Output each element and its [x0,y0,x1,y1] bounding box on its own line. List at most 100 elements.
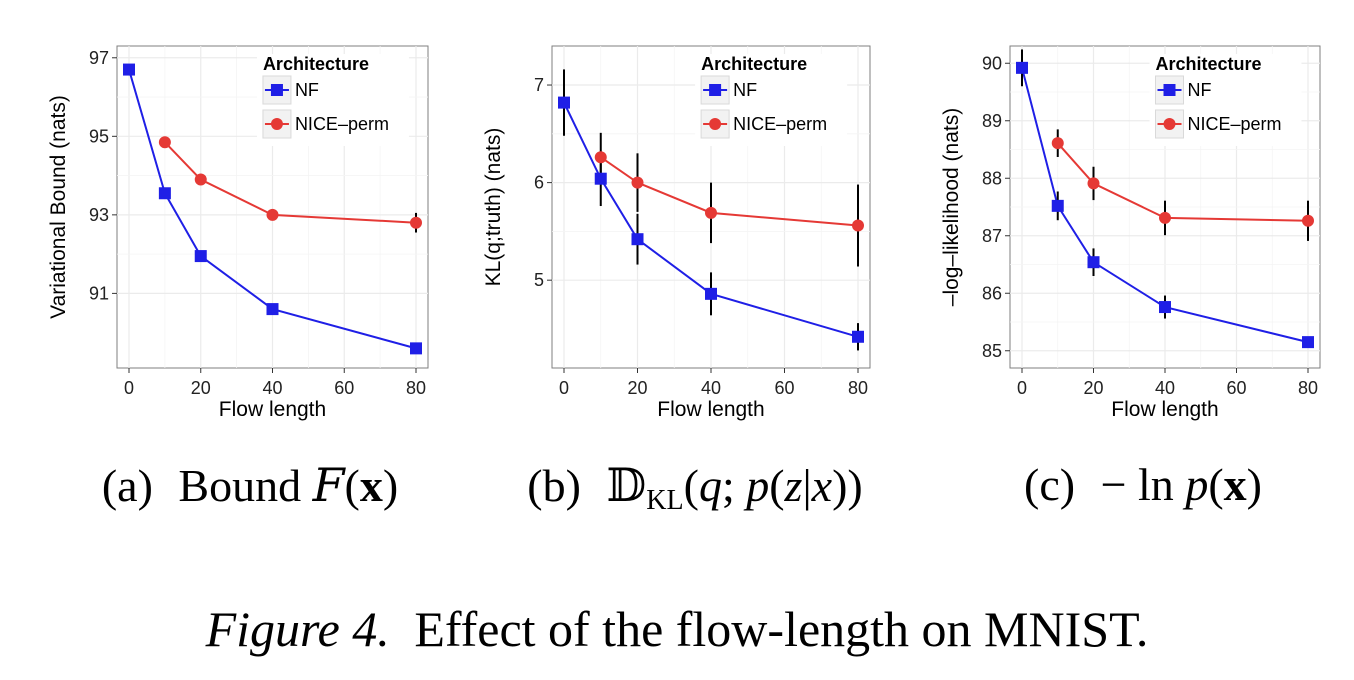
y-tick-label: 90 [982,53,1002,73]
data-point-nf [158,187,171,200]
figure-caption: Figure 4. Effect of the flow-length on M… [0,600,1354,658]
subcaption-b-z: z [784,460,803,511]
y-tick-label: 89 [982,111,1002,131]
chart-panel-2: 0 20 40 60 80 5 6 7 Flow length KL(q;truth) (nats… [482,45,871,421]
y-tick-label: 5 [534,270,544,290]
data-point-nf [123,63,135,76]
subcaption-b-bar: | [802,460,812,511]
x-tick-label: 40 [1155,378,1175,398]
legend-key-circle [270,118,283,130]
subcaption-b-p: p [746,460,770,511]
legend-label: NICE–perm [295,114,389,134]
x-tick-label: 20 [191,378,211,398]
data-point-nice-perm [594,151,607,164]
y-tick-label: 7 [534,75,544,95]
data-point-nice-perm [410,216,422,229]
x-tick-label: 60 [1226,378,1246,398]
data-point-nf [1016,61,1028,74]
y-axis-label: KL(q;truth) (nats) [482,128,505,287]
y-axis-label: –log–likelihood (nats) [940,108,963,306]
subcaption-b: (b) 𝔻KL(q; p(z|x)) [475,458,915,528]
legend: Architecture NF NICE–perm [695,54,848,146]
subcaption-c-label: (c) [1024,459,1076,510]
x-axis-label: Flow length [1111,398,1218,421]
series-line-nice-perm [1057,142,1309,222]
subcaption-c: (c) − ln p(x) [923,458,1354,528]
data-point-nf [852,330,864,343]
subcaption-c-close: ) [1246,459,1262,510]
x-tick-label: 40 [262,378,282,398]
chart-panel-3: 0 20 40 60 80 85 86 87 88 89 90 Flow length –log–lik… [940,45,1321,421]
x-tick-label: 0 [559,378,569,398]
legend-label: NF [733,80,757,100]
data-point-nf [1087,256,1100,269]
subcaption-a-symbol: F [312,458,345,512]
subcaption-a-close: ) [382,460,399,511]
x-axis-label: Flow length [219,398,326,421]
legend-title: Architecture [1156,54,1262,74]
legend-key-square [270,84,283,96]
data-point-nf [1302,336,1314,349]
legend-label: NICE–perm [1188,114,1282,134]
y-tick-label: 85 [982,341,1002,361]
subcaption-a-var: x [359,460,383,511]
x-tick-label: 80 [406,378,426,398]
subcaption-c-var: x [1223,459,1247,510]
legend-label: NF [295,80,319,100]
y-tick-label: 86 [982,283,1002,303]
legend: Architecture NF NICE–perm [256,54,409,146]
data-point-nf [705,287,717,300]
data-point-nice-perm [852,219,864,232]
data-point-nice-perm [1302,214,1314,227]
legend-key-circle [1163,118,1176,130]
data-point-nf [410,342,422,355]
data-point-nf [631,233,644,246]
data-point-nice-perm [194,173,207,186]
legend-key-square [709,84,722,96]
data-point-nf [194,250,207,263]
subcaption-a-word: Bound [178,460,302,511]
x-tick-label: 0 [1017,378,1027,398]
x-tick-label: 60 [334,378,354,398]
data-point-nf [558,96,570,109]
x-tick-label: 80 [1298,378,1318,398]
subcaption-b-label: (b) [527,460,581,511]
x-tick-label: 80 [848,378,868,398]
data-point-nice-perm [266,208,279,221]
legend: Architecture NF NICE–perm [1149,54,1302,146]
y-tick-label: 6 [534,173,544,193]
subcaption-b-q: q [698,460,722,511]
x-tick-label: 40 [701,378,721,398]
subcaption-b-semi: ; [721,460,747,511]
y-tick-label: 87 [982,226,1002,246]
data-point-nice-perm [705,206,717,219]
subcaption-b-close: )) [832,460,863,511]
legend-key-square [1163,84,1176,96]
subcaption-c-p: p [1185,459,1209,510]
x-tick-label: 0 [124,378,134,398]
subcaption-b-open2: ( [769,460,785,511]
subcaption-c-neg: − ln [1100,459,1186,510]
y-tick-label: 97 [89,48,109,68]
subcaption-a: (a) Bound F(x) [30,458,470,528]
figure-caption-label: Figure 4. [205,601,390,657]
figure-caption-text: Effect of the flow-length on MNIST. [414,601,1149,657]
subcaption-b-D: 𝔻 [606,460,647,511]
data-point-nf [266,303,279,316]
data-point-nice-perm [1087,177,1100,190]
y-tick-label: 88 [982,168,1002,188]
data-point-nf [594,172,607,185]
data-point-nf [1051,199,1064,212]
data-point-nice-perm [1159,211,1171,224]
series-line-nice-perm [600,156,859,227]
x-tick-label: 20 [1083,378,1103,398]
subcaption-c-open: ( [1208,459,1224,510]
subcaption-b-x: x [811,460,833,511]
legend-label: NF [1188,80,1212,100]
subcaption-b-sub: KL [646,485,684,516]
subcaption-b-open: ( [683,460,699,511]
data-point-nice-perm [631,176,644,189]
subcaption-a-label: (a) [101,460,153,511]
data-point-nice-perm [158,136,171,149]
